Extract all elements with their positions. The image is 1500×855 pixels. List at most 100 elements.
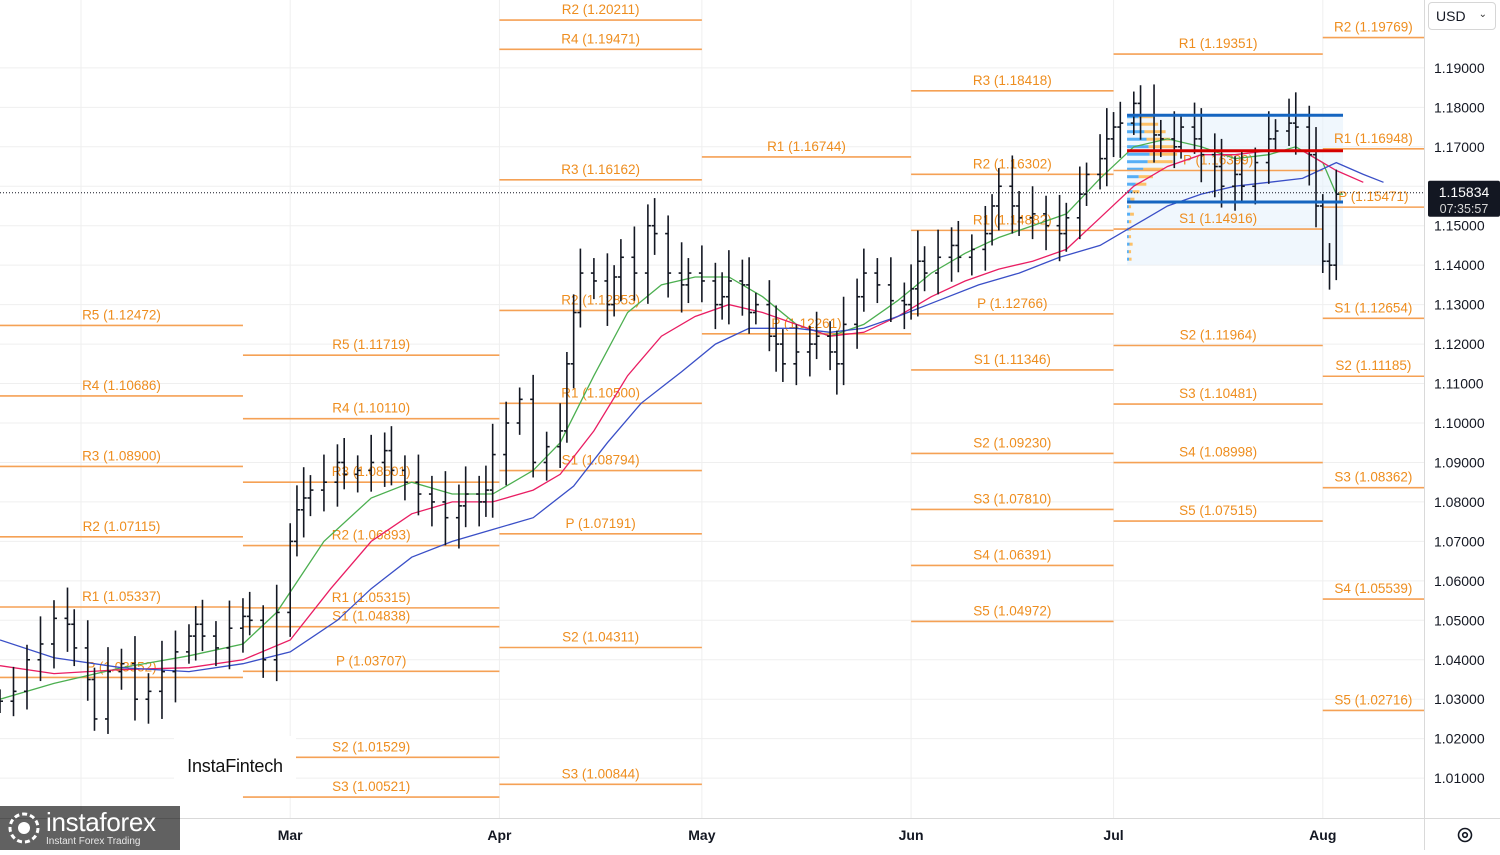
ohlc-bar — [544, 432, 550, 481]
vp-bar-orange — [1148, 160, 1173, 163]
pivot-label: S3 (1.07810) — [973, 491, 1051, 506]
time-label: Aug — [1309, 827, 1336, 843]
pivot-label: S1 (1.11346) — [974, 352, 1051, 367]
settings-button[interactable] — [1452, 822, 1478, 848]
ohlc-bar — [172, 631, 178, 703]
ohlc-bar — [841, 297, 847, 385]
pivot-label: R5 (1.11719) — [332, 337, 410, 352]
price-tag-countdown: 07:35:57 — [1440, 202, 1489, 216]
pivot-label: S1 (1.04838) — [332, 609, 410, 624]
ohlc-bar — [726, 250, 732, 324]
pivot-label: S5 (1.04972) — [973, 603, 1051, 618]
vp-bar-blue — [1127, 213, 1130, 216]
pivot-label: R1 (1.16948) — [1334, 131, 1413, 146]
price-tick: 1.09000 — [1434, 454, 1485, 470]
time-label: Jun — [899, 827, 924, 843]
vp-bar-blue — [1127, 153, 1150, 156]
price-tick: 1.04000 — [1434, 652, 1485, 668]
vp-bar-orange — [1133, 190, 1140, 193]
vp-bar-blue — [1127, 258, 1129, 261]
price-tick: 1.10000 — [1434, 415, 1485, 431]
watermark-box: InstaFintech — [174, 736, 296, 796]
ohlc-bar — [463, 466, 469, 527]
price-tick: 1.06000 — [1434, 573, 1485, 589]
vp-bar-blue — [1127, 130, 1144, 133]
pivot-label: R1 (1.19351) — [1179, 36, 1258, 51]
ohlc-bar — [503, 402, 509, 486]
instaforex-logo: instaforex Instant Forex Trading — [0, 806, 180, 850]
ohlc-bar — [631, 226, 637, 300]
ohlc-bar — [274, 585, 280, 681]
pivot-label: S3 (1.00521) — [332, 779, 410, 794]
ohlc-bar — [699, 245, 705, 302]
vp-bar-orange — [1129, 205, 1131, 208]
logo-name: instaforex — [46, 809, 156, 835]
price-tick: 1.18000 — [1434, 99, 1485, 115]
ohlc-bar — [145, 673, 151, 724]
ohlc-bar — [321, 455, 327, 512]
pivot-label: S3 (1.00844) — [562, 766, 640, 781]
pivot-label: S1 (1.08794) — [562, 453, 640, 468]
currency-label: USD — [1436, 8, 1466, 24]
logo-tagline: Instant Forex Trading — [46, 837, 156, 847]
ohlc-bar — [476, 476, 482, 527]
pivot-label: R2 (1.19769) — [1334, 20, 1413, 35]
ohlc-bar — [1063, 203, 1069, 252]
pivot-label: R2 (1.20211) — [562, 2, 640, 17]
pivot-label: R4 (1.10110) — [332, 401, 410, 416]
price-tick: 1.01000 — [1434, 770, 1485, 786]
vp-bar-orange — [1130, 198, 1134, 201]
ohlc-bar — [159, 641, 165, 719]
logo-mark-icon — [6, 810, 42, 846]
pivot-label: S2 (1.11185) — [1335, 358, 1411, 373]
gear-icon — [1456, 826, 1474, 844]
ohlc-bar — [854, 279, 860, 349]
ohlc-bar — [429, 476, 435, 527]
pivot-label: R4 (1.10686) — [82, 378, 161, 393]
currency-select[interactable]: USD ⌄ — [1428, 2, 1496, 30]
pivot-label: S4 (1.06391) — [973, 547, 1051, 562]
vp-bar-orange — [1129, 250, 1131, 253]
vp-bar-orange — [1141, 123, 1158, 126]
vp-bar-blue — [1127, 138, 1146, 141]
pivot-label: R1 (1.16744) — [767, 139, 846, 154]
pivot-label: S5 (1.07515) — [1179, 503, 1257, 518]
price-tick: 1.13000 — [1434, 297, 1485, 313]
ohlc-bar — [0, 689, 3, 713]
ohlc-bar — [10, 667, 16, 716]
ohlc-bar — [652, 198, 658, 255]
pivot-label: S2 (1.01529) — [332, 739, 410, 754]
chart-canvas[interactable]: R5 (1.12472)R4 (1.10686)R3 (1.08900)R2 (… — [0, 0, 1500, 850]
ohlc-bar — [949, 227, 955, 281]
ohlc-bar — [226, 601, 232, 670]
ohlc-bar — [604, 253, 610, 326]
pivot-label: S4 (1.08998) — [1179, 445, 1257, 460]
pivot-label: S2 (1.11964) — [1180, 328, 1257, 343]
pivot-label: P (1.07191) — [565, 516, 635, 531]
time-label: May — [688, 827, 715, 843]
ohlc-bar — [483, 466, 489, 517]
price-tick: 1.12000 — [1434, 336, 1485, 352]
vp-bar-orange — [1144, 130, 1165, 133]
pivot-label: S1 (1.14916) — [1179, 211, 1257, 226]
pivot-label: R3 (1.08900) — [82, 448, 161, 463]
ohlc-bar — [1117, 102, 1123, 158]
pivot-label: P (1.15471) — [1338, 189, 1408, 204]
ohlc-bar — [71, 609, 77, 666]
ohlc-bar — [955, 221, 961, 272]
ohlc-bar — [712, 263, 718, 329]
price-chart[interactable]: R5 (1.12472) R4 (1.10686) R3 (1.08900) R2 (… — [0, 0, 1500, 850]
vp-bar-orange — [1130, 213, 1134, 216]
ohlc-bar — [186, 624, 192, 663]
vp-bar-blue — [1127, 175, 1139, 178]
vp-bar-blue — [1127, 160, 1148, 163]
pivot-label: S4 (1.05539) — [1334, 581, 1412, 596]
price-tick: 1.14000 — [1434, 257, 1485, 273]
time-label: Jul — [1103, 827, 1123, 843]
ohlc-bar — [645, 204, 651, 303]
ohlc-bar — [193, 606, 199, 660]
time-label: Apr — [487, 827, 512, 843]
pivot-label: S5 (1.02716) — [1334, 692, 1412, 707]
pivot-label: S2 (1.04311) — [562, 629, 639, 644]
price-tag-value: 1.15834 — [1439, 184, 1490, 200]
